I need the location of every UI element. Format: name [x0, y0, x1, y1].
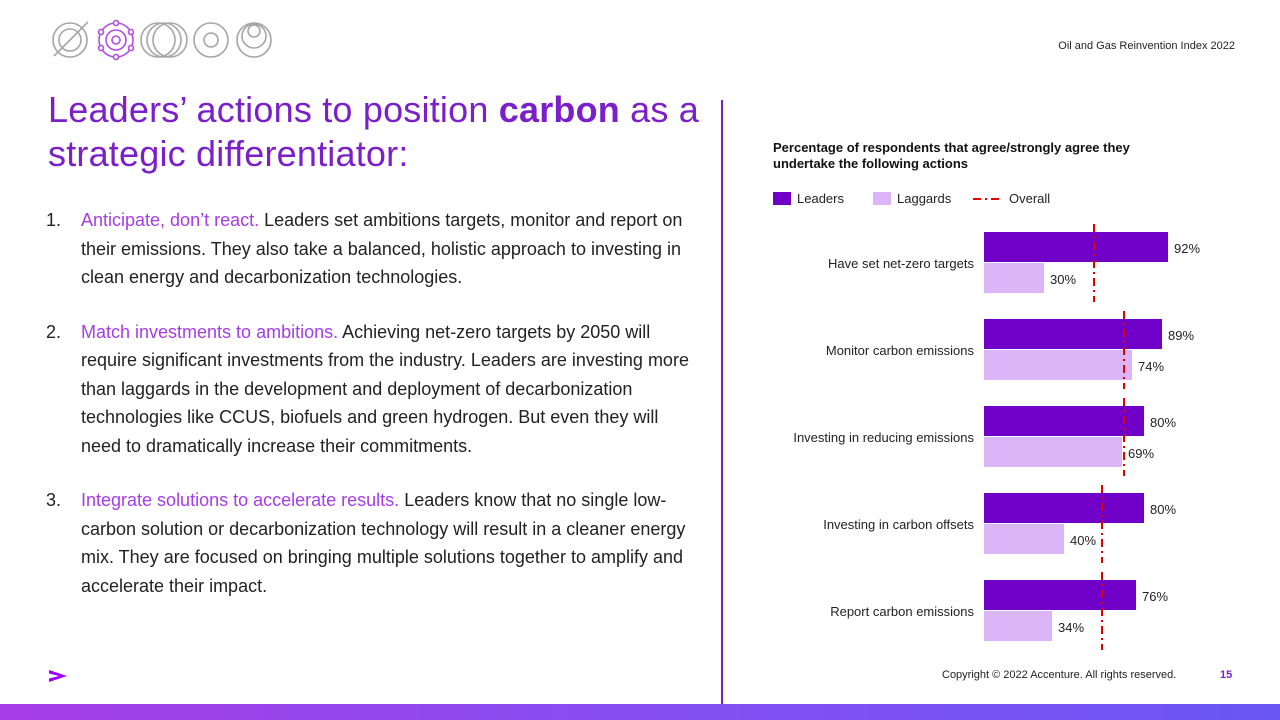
list-text: Achieving net-zero targets by 2050 will …: [81, 321, 689, 456]
page-number: 15: [1220, 669, 1233, 681]
bar-leaders: [984, 232, 1168, 262]
list-text: Leaders know that no single low-carbon s…: [81, 490, 686, 596]
legend-item-leaders: Leaders: [773, 191, 844, 206]
list-lead: Anticipate, don’t react.: [81, 210, 260, 230]
page-headline: Leaders’ actions to position carbon as a…: [48, 88, 708, 176]
bar-laggards: [984, 611, 1052, 641]
category-label: Have set net-zero targets: [828, 256, 974, 271]
category-label: Report carbon emissions: [830, 604, 974, 619]
bar-chart: Have set net-zero targets 92% 30% Monitor c…: [793, 224, 1200, 650]
category-label: Investing in carbon offsets: [823, 517, 974, 532]
chart-title: Percentage of respondents that agree/str…: [773, 140, 1130, 171]
data-label-leaders: 80%: [1150, 502, 1176, 517]
bar-laggards: [984, 263, 1044, 293]
data-label-leaders: 76%: [1142, 589, 1168, 604]
legend-swatch-laggards: [873, 192, 891, 205]
list-item: 1. Anticipate, don’t react. Leaders set a…: [46, 206, 696, 292]
data-label-leaders: 92%: [1174, 241, 1200, 256]
bar-laggards: [984, 524, 1064, 554]
list-lead: Integrate solutions to accelerate result…: [81, 490, 400, 510]
bar-leaders: [984, 319, 1162, 349]
bar-leaders: [984, 493, 1144, 523]
data-label-laggards: 30%: [1050, 272, 1076, 287]
atom-network-icon: [97, 19, 135, 61]
data-label-laggards: 69%: [1128, 446, 1154, 461]
data-label-laggards: 40%: [1070, 533, 1096, 548]
target-circle-icon: [52, 21, 89, 58]
list-number: 3.: [46, 490, 62, 510]
accenture-chevron-icon: [49, 670, 67, 682]
category-label: Monitor carbon emissions: [826, 343, 975, 358]
data-label-laggards: 74%: [1138, 359, 1164, 374]
legend-swatch-overall: [973, 198, 1003, 200]
legend-label-leaders: Leaders: [797, 191, 844, 206]
category-label: Investing in reducing emissions: [793, 430, 974, 445]
legend-label-laggards: Laggards: [897, 191, 952, 206]
vertical-divider: [721, 100, 723, 720]
list-text: Leaders set ambitions targets, monitor a…: [81, 210, 683, 287]
legend-item-laggards: Laggards: [873, 191, 951, 206]
data-label-leaders: 80%: [1150, 415, 1176, 430]
bar-leaders: [984, 406, 1144, 436]
headline-bold: carbon: [498, 89, 620, 130]
bottom-gradient-bar: [0, 704, 1280, 720]
action-points-list: 1. Anticipate, don’t react. Leaders set a…: [46, 206, 696, 626]
concentric-circles-icon: [193, 22, 229, 58]
data-label-leaders: 89%: [1168, 328, 1194, 343]
copyright-text: Copyright © 2022 Accenture. All rights r…: [942, 669, 1177, 681]
bar-leaders: [984, 580, 1136, 610]
bar-laggards: [984, 350, 1132, 380]
document-title: Oil and Gas Reinvention Index 2022: [1058, 40, 1235, 52]
list-number: 2.: [46, 321, 62, 342]
nested-circles-icon: [236, 22, 272, 58]
list-item: 3. Integrate solutions to accelerate resu…: [46, 486, 696, 600]
headline-part1: Leaders’ actions to position: [48, 89, 499, 130]
legend-label-overall: Overall: [1009, 191, 1051, 206]
bar-laggards: [984, 437, 1122, 467]
headline-part2: as a strategic differentiator:: [48, 89, 700, 174]
data-label-laggards: 34%: [1058, 620, 1084, 635]
list-item: 2. Match investments to ambitions. Achiev…: [46, 318, 696, 461]
list-lead: Match investments to ambitions.: [81, 321, 339, 342]
legend-item-overall: Overall: [973, 191, 1050, 206]
logo-icon-row: [52, 19, 272, 61]
legend-swatch-leaders: [773, 192, 791, 205]
list-number: 1.: [46, 210, 62, 230]
overlapping-circles-icon: [140, 22, 188, 58]
